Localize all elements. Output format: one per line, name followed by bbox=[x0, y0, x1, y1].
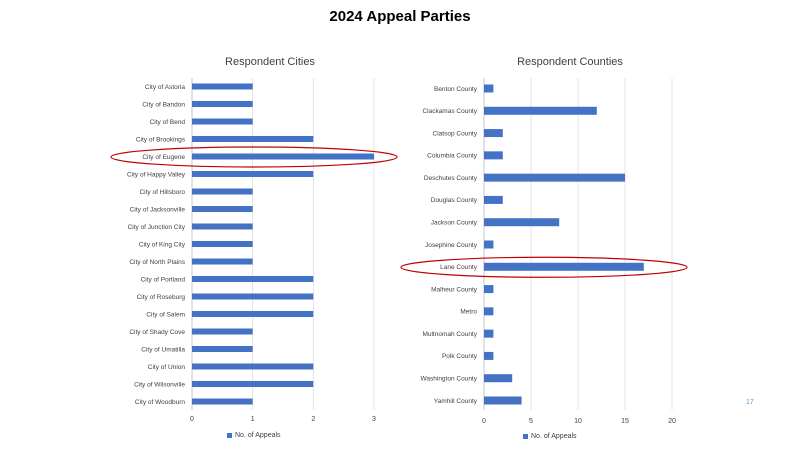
bar-city-of-north-plains bbox=[192, 258, 253, 265]
x-tick-label-10: 10 bbox=[574, 418, 582, 425]
x-tick-label-3: 3 bbox=[372, 416, 376, 423]
bar-city-of-umatilla bbox=[192, 346, 253, 352]
category-label-metro: Metro bbox=[460, 309, 477, 316]
category-label-multnomah-county: Multnomah County bbox=[422, 331, 477, 338]
bar-city-of-jacksonville bbox=[192, 206, 253, 212]
category-label-city-of-bandon: City of Bandon bbox=[142, 101, 185, 108]
category-label-city-of-umatilla: City of Umatilla bbox=[141, 346, 185, 353]
bar-city-of-hillsboro bbox=[192, 188, 253, 195]
x-tick-label-15: 15 bbox=[621, 418, 629, 425]
category-label-city-of-king-city: City of King City bbox=[139, 241, 186, 248]
x-tick-label-5: 5 bbox=[529, 418, 533, 425]
category-label-city-of-portland: City of Portland bbox=[141, 276, 186, 283]
page-number: 17 bbox=[746, 399, 754, 406]
category-label-city-of-bend: City of Bend bbox=[150, 119, 186, 126]
category-label-washington-county: Washington County bbox=[421, 376, 478, 383]
chart-title-respondent-counties: Respondent Counties bbox=[517, 56, 623, 68]
bar-washington-county bbox=[484, 374, 513, 383]
category-label-polk-county: Polk County bbox=[442, 353, 478, 360]
legend-swatch bbox=[523, 434, 528, 439]
category-label-malheur-county: Malheur County bbox=[431, 286, 478, 293]
bar-clackamas-county bbox=[484, 106, 597, 115]
bar-city-of-woodburn bbox=[192, 398, 253, 405]
bar-city-of-eugene bbox=[192, 153, 374, 160]
bar-lane-county bbox=[484, 262, 644, 271]
bar-city-of-shady-cove bbox=[192, 328, 253, 335]
category-label-douglas-county: Douglas County bbox=[431, 197, 478, 204]
category-label-city-of-astoria: City of Astoria bbox=[145, 84, 185, 91]
category-label-clackamas-county: Clackamas County bbox=[422, 108, 477, 115]
bar-yamhill-county bbox=[484, 396, 522, 405]
x-tick-label-0: 0 bbox=[482, 418, 486, 425]
bar-city-of-astoria bbox=[192, 83, 253, 90]
bar-polk-county bbox=[484, 351, 494, 360]
bar-city-of-bend bbox=[192, 118, 253, 125]
bar-city-of-roseburg bbox=[192, 293, 314, 300]
legend-swatch bbox=[227, 433, 232, 438]
highlight-ellipse-lane-county bbox=[400, 256, 688, 278]
legend-label: No. of Appeals bbox=[531, 433, 577, 440]
bar-douglas-county bbox=[484, 195, 503, 204]
chart-title-respondent-cities: Respondent Cities bbox=[225, 56, 315, 68]
category-label-jackson-county: Jackson County bbox=[431, 220, 478, 227]
category-label-city-of-shady-cove: City of Shady Cove bbox=[129, 329, 185, 336]
category-label-benton-county: Benton County bbox=[434, 86, 478, 93]
highlight-ellipse-city-of-eugene bbox=[110, 146, 398, 168]
category-label-city-of-salem: City of Salem bbox=[146, 311, 185, 318]
bar-city-of-union bbox=[192, 363, 314, 370]
category-label-city-of-wilsonville: City of Wilsonville bbox=[134, 381, 185, 388]
category-label-clatsop-county: Clatsop County bbox=[433, 130, 478, 137]
category-label-city-of-eugene: City of Eugene bbox=[142, 154, 185, 161]
legend-cities: No. of Appeals bbox=[227, 432, 281, 439]
category-label-city-of-roseburg: City of Roseburg bbox=[137, 294, 186, 301]
category-label-city-of-happy-valley: City of Happy Valley bbox=[127, 171, 186, 178]
bar-city-of-portland bbox=[192, 276, 314, 282]
bar-city-of-brookings bbox=[192, 136, 314, 142]
category-label-deschutes-county: Deschutes County bbox=[424, 175, 478, 182]
legend-label: No. of Appeals bbox=[235, 432, 281, 439]
category-label-city-of-brookings: City of Brookings bbox=[136, 136, 186, 143]
bar-city-of-bandon bbox=[192, 101, 253, 107]
category-label-columbia-county: Columbia County bbox=[427, 153, 478, 160]
bar-jackson-county bbox=[484, 218, 560, 227]
bar-clatsop-county bbox=[484, 129, 503, 138]
bar-city-of-king-city bbox=[192, 241, 253, 247]
x-tick-label-2: 2 bbox=[311, 416, 315, 423]
category-label-yamhill-county: Yamhill County bbox=[434, 398, 478, 405]
category-label-city-of-woodburn: City of Woodburn bbox=[135, 399, 185, 406]
x-tick-label-20: 20 bbox=[668, 418, 676, 425]
category-label-josephine-county: Josephine County bbox=[425, 242, 478, 249]
bar-city-of-salem bbox=[192, 311, 314, 317]
slide-title: 2024 Appeal Parties bbox=[329, 8, 471, 25]
category-label-city-of-junction-city: City of Junction City bbox=[128, 224, 186, 231]
bar-city-of-happy-valley bbox=[192, 171, 314, 177]
x-tick-label-1: 1 bbox=[251, 416, 255, 423]
x-tick-label-0: 0 bbox=[190, 416, 194, 423]
bar-city-of-wilsonville bbox=[192, 381, 314, 387]
category-label-city-of-hillsboro: City of Hillsboro bbox=[139, 189, 185, 196]
bar-city-of-junction-city bbox=[192, 223, 253, 230]
bar-metro bbox=[484, 307, 494, 316]
category-label-city-of-jacksonville: City of Jacksonville bbox=[130, 206, 186, 213]
bar-multnomah-county bbox=[484, 329, 494, 338]
bar-malheur-county bbox=[484, 285, 494, 294]
bar-deschutes-county bbox=[484, 173, 625, 182]
category-label-city-of-union: City of Union bbox=[148, 364, 186, 371]
legend-counties: No. of Appeals bbox=[523, 433, 577, 440]
category-label-city-of-north-plains: City of North Plains bbox=[129, 259, 185, 266]
bar-josephine-county bbox=[484, 240, 494, 249]
bar-columbia-county bbox=[484, 151, 503, 160]
category-label-lane-county: Lane County bbox=[440, 264, 478, 271]
bar-benton-county bbox=[484, 84, 494, 93]
